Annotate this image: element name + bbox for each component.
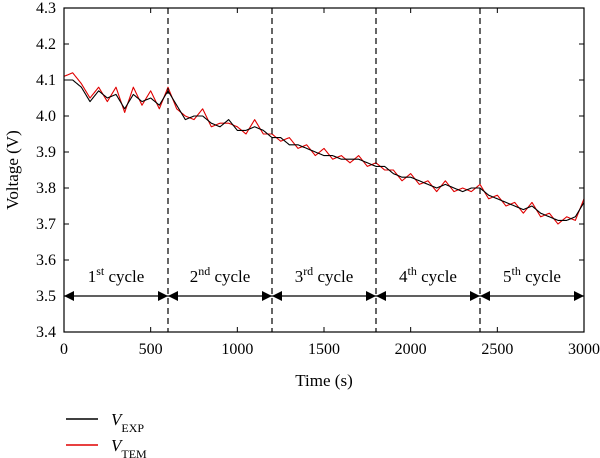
cycle-arrow-head-left [376, 291, 386, 301]
y-tick-label: 4.0 [36, 108, 56, 125]
x-tick-label: 1500 [308, 341, 340, 358]
cycle-arrow-head-left [272, 291, 282, 301]
y-tick-label: 3.6 [36, 252, 56, 269]
cycle-label: 2nd cycle [190, 264, 251, 286]
series-line-tem [63, 72, 585, 225]
x-tick-label: 2000 [395, 341, 427, 358]
y-tick-label: 4.1 [36, 72, 56, 89]
y-tick-label: 3.5 [36, 288, 56, 305]
x-tick-label: 500 [139, 341, 163, 358]
x-tick-label: 1000 [221, 341, 253, 358]
cycle-label: 5th cycle [503, 264, 561, 286]
series-line-exp [64, 79, 585, 221]
y-tick-label: 3.7 [36, 216, 56, 233]
y-tick-label: 3.8 [36, 180, 56, 197]
y-axis-title: Voltage (V) [3, 130, 22, 209]
cycle-label: 1st cycle [88, 264, 145, 286]
legend-label-exp: VEXP [111, 410, 144, 435]
y-tick-label: 4.2 [36, 36, 56, 53]
axes: 0 500 1000 1500 2000 2500 3000 3.4 3.5 3.6 3.7 3.8 3… [36, 0, 600, 358]
x-tick-label: 0 [60, 341, 68, 358]
cycle-arrow-head-left [168, 291, 178, 301]
cycle-arrow-head-right [470, 291, 480, 301]
series-traces [63, 72, 585, 225]
y-tick-label: 3.4 [36, 324, 56, 341]
cycle-label: 3rd cycle [295, 264, 354, 286]
x-axis-title: Time (s) [295, 371, 352, 390]
cycle-arrow-head-right [262, 291, 272, 301]
x-tick-label: 2500 [481, 341, 513, 358]
legend-label-tem: VTEM [111, 436, 147, 458]
y-tick-label: 4.3 [36, 0, 56, 17]
cycle-arrow-head-right [366, 291, 376, 301]
cycle-label: 4th cycle [399, 264, 457, 286]
x-tick-label: 3000 [568, 341, 600, 358]
cycle-arrow-head-left [480, 291, 490, 301]
cycle-annotations: 1st cycle 2nd cycle 3rd cycle 4th cycle 5th … [64, 8, 584, 332]
y-tick-label: 3.9 [36, 144, 56, 161]
cycle-arrow-head-right [158, 291, 168, 301]
